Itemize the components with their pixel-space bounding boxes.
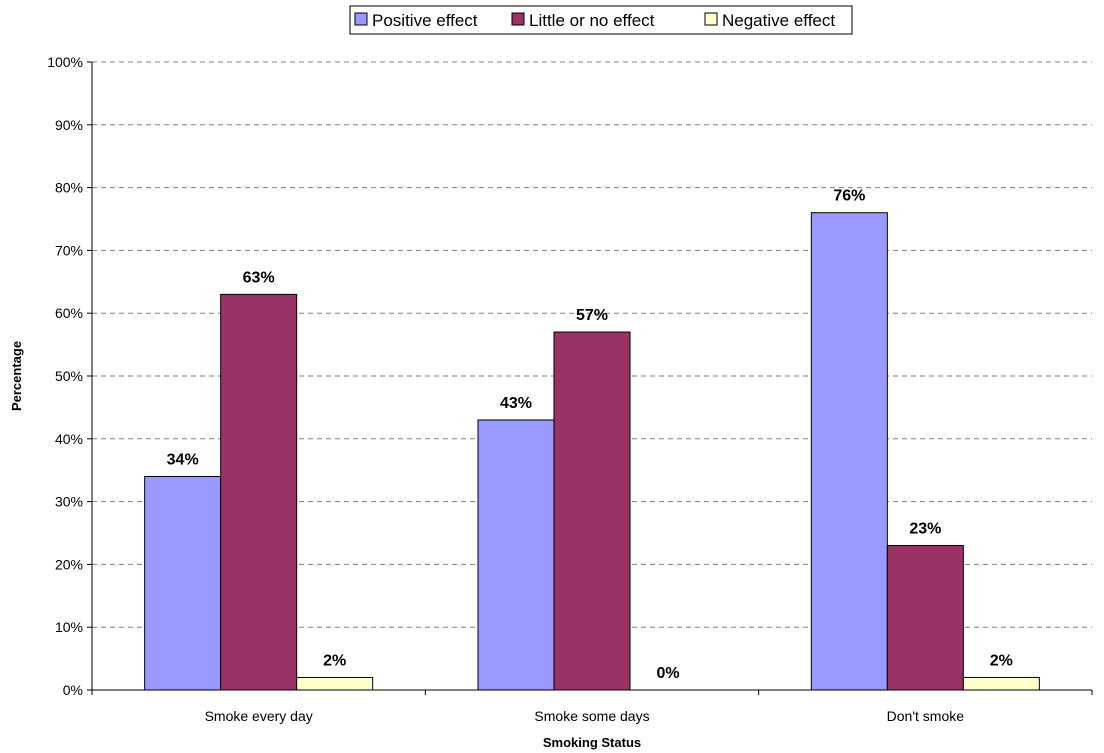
legend-swatch [511,12,525,26]
bars [144,212,1040,691]
data-label: 0% [656,665,679,682]
bar [144,475,222,691]
y-tick-label: 40% [55,431,83,447]
y-tick-label: 60% [55,305,83,321]
bar [296,676,374,691]
data-label: 63% [243,269,275,286]
y-tick-label: 0% [63,682,83,698]
y-axis-ticks: 0% 10% 20% 30% 40% 50% 60% 70% 80% 90% 100% [47,54,92,698]
y-tick-label: 100% [47,54,83,70]
y-axis-title: Percentage [9,341,24,411]
data-label: 57% [576,307,608,324]
bar [810,212,888,691]
legend-frame [349,5,853,35]
y-tick-label: 30% [55,494,83,510]
bar [220,293,298,691]
data-label: 34% [167,451,199,468]
x-tick-label: Don't smoke [887,708,965,724]
legend-swatch [704,12,718,26]
y-tick-label: 20% [55,556,83,572]
legend-label: Little or no effect [529,11,655,30]
legend-label: Positive effect [372,11,478,30]
data-label: 2% [990,652,1013,669]
data-label: 2% [323,652,346,669]
data-label: 43% [500,395,532,412]
data-labels: 34% 63% 2% 43% 57% 0% 76% 23% 2% [167,188,1013,682]
x-axis-ticks: Smoke every day Smoke some days Don't smok… [91,690,1093,724]
bar [553,331,631,691]
legend-swatch [354,12,368,26]
legend-label: Negative effect [722,11,835,30]
y-tick-label: 50% [55,368,83,384]
data-label: 23% [909,521,941,538]
y-tick-label: 10% [55,619,83,635]
x-tick-label: Smoke some days [534,708,649,724]
x-tick-label: Smoke every day [205,708,313,724]
y-tick-label: 80% [55,180,83,196]
bar [886,545,964,691]
bar [477,419,555,691]
y-tick-label: 90% [55,117,83,133]
data-label: 76% [833,188,865,205]
legend: Positive effect Little or no effect Negati… [349,5,853,35]
x-axis-title: Smoking Status [543,735,641,750]
bar [962,676,1040,691]
y-tick-label: 70% [55,242,83,258]
